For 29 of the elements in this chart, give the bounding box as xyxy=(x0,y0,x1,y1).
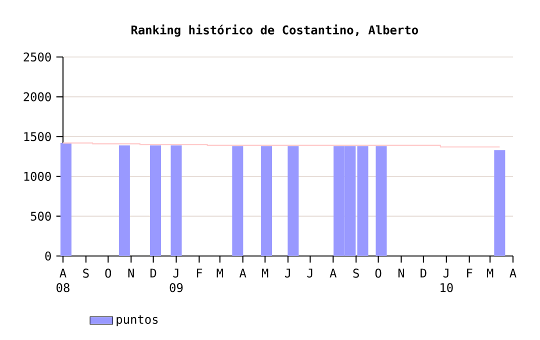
y-tick-label: 500 xyxy=(30,212,51,221)
x-tick-label: M xyxy=(216,268,223,278)
y-tick-label: 1000 xyxy=(24,172,51,181)
x-tick-label: O xyxy=(375,268,382,278)
chart-title: Ranking histórico de Costantino, Alberto xyxy=(131,24,418,37)
x-tick-label: O xyxy=(105,268,112,278)
x-tick-label: A 08 xyxy=(56,268,70,292)
x-tick-label: N xyxy=(398,268,404,278)
x-tick-label: F xyxy=(467,268,472,278)
x-tick-label: M xyxy=(262,268,268,278)
y-tick-label: 1500 xyxy=(24,132,51,142)
y-tick-label: 2000 xyxy=(24,92,51,102)
x-tick-label: J xyxy=(307,268,312,278)
x-tick-label: J xyxy=(285,268,290,278)
x-tick-label: D xyxy=(150,268,156,278)
x-tick-label: S xyxy=(83,268,89,278)
y-tick-label: 2500 xyxy=(24,52,51,62)
x-tick-label: D xyxy=(420,268,426,278)
legend-label: puntos xyxy=(116,315,158,326)
x-tick-label: S xyxy=(353,268,359,278)
x-tick-label: N xyxy=(128,268,134,278)
x-tick-label: A xyxy=(330,268,337,278)
x-tick-label: M xyxy=(486,268,494,278)
y-tick-label: 0 xyxy=(45,251,51,261)
x-tick-label: J 09 xyxy=(170,268,183,292)
x-tick-label: F xyxy=(196,268,202,278)
x-tick-label: A xyxy=(239,268,246,278)
x-tick-label: A xyxy=(510,268,516,278)
x-tick-label: J 10 xyxy=(440,268,453,292)
